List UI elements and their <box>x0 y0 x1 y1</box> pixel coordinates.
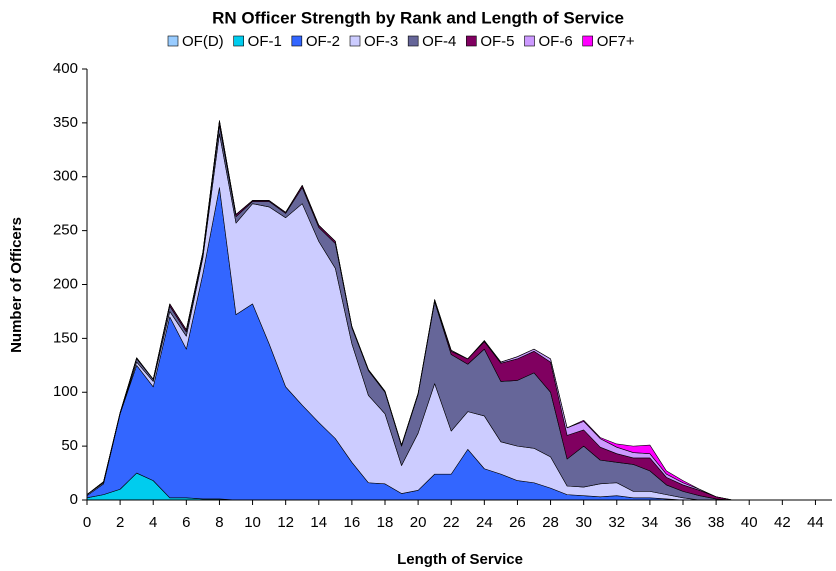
x-tick-label: 22 <box>443 514 460 531</box>
legend-swatch <box>291 35 303 47</box>
legend-swatch <box>524 35 535 47</box>
x-tick-label: 0 <box>83 514 91 531</box>
legend-swatch <box>349 35 361 47</box>
x-tick-label: 16 <box>344 514 361 531</box>
x-tick-label: 8 <box>215 514 223 531</box>
x-tick-label: 38 <box>708 514 725 531</box>
y-tick-label: 250 <box>53 222 78 239</box>
legend-label: OF-6 <box>539 33 573 50</box>
x-tick-label: 18 <box>377 514 394 531</box>
y-tick-label: 200 <box>53 275 78 292</box>
x-tick-label: 6 <box>182 514 190 531</box>
x-tick-label: 26 <box>509 514 526 531</box>
y-tick-label: 150 <box>53 329 78 346</box>
x-axis-label: Length of Service <box>397 551 523 568</box>
x-tick-label: 14 <box>310 514 327 531</box>
legend-label: OF-2 <box>306 33 340 50</box>
x-tick-label: 34 <box>642 514 659 531</box>
legend-label: OF7+ <box>597 33 635 50</box>
x-tick-label: 40 <box>741 514 758 531</box>
x-tick-label: 30 <box>575 514 592 531</box>
x-tick-label: 20 <box>410 514 427 531</box>
legend-label: OF-5 <box>480 33 514 50</box>
y-tick-label: 400 <box>53 60 78 77</box>
legend-label: OF-1 <box>248 33 282 50</box>
y-tick-label: 350 <box>53 114 78 131</box>
x-tick-label: 36 <box>675 514 692 531</box>
legend-swatch <box>167 35 179 47</box>
y-axis-label: Number of Officers <box>8 217 25 353</box>
x-tick-label: 2 <box>116 514 124 531</box>
legend-swatch <box>466 35 477 47</box>
legend-label: OF-4 <box>422 33 456 50</box>
y-tick-label: 50 <box>61 437 78 454</box>
x-tick-label: 32 <box>608 514 625 531</box>
x-tick-label: 44 <box>807 514 824 531</box>
legend-label: OF-3 <box>364 33 398 50</box>
legend-swatch <box>407 35 419 47</box>
y-tick-label: 0 <box>70 491 78 508</box>
legend-swatch <box>582 35 593 47</box>
chart-title: RN Officer Strength by Rank and Length o… <box>212 8 624 27</box>
legend-swatch <box>233 35 244 47</box>
y-tick-label: 100 <box>53 383 78 400</box>
x-tick-label: 10 <box>244 514 261 531</box>
x-tick-label: 12 <box>277 514 294 531</box>
x-tick-label: 28 <box>542 514 559 531</box>
legend-label: OF(D) <box>182 33 224 50</box>
y-tick-label: 300 <box>53 168 78 185</box>
x-tick-label: 42 <box>774 514 791 531</box>
x-tick-label: 24 <box>476 514 493 531</box>
x-tick-label: 4 <box>149 514 157 531</box>
